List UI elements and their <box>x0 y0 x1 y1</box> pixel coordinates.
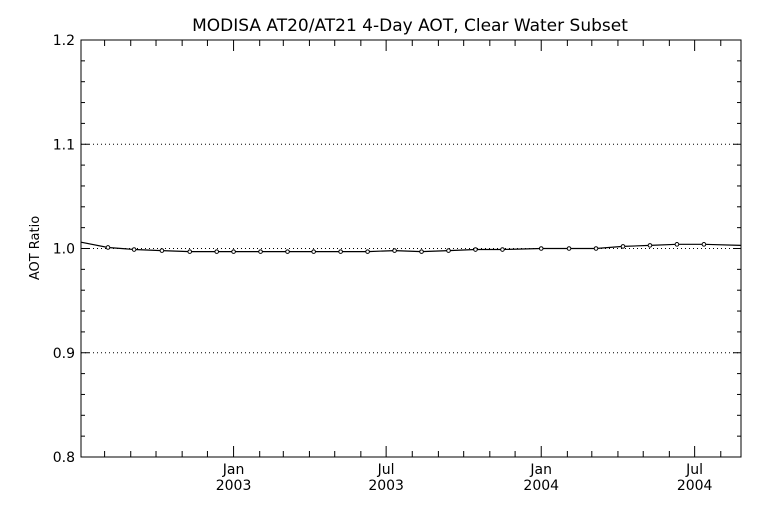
ytick-label-4: 1.2 <box>53 33 75 49</box>
data-point-3 <box>159 248 165 253</box>
xtick-year-1: 2003 <box>368 478 404 494</box>
data-point-16 <box>500 247 505 252</box>
xtick-month-0: Jan <box>222 462 245 478</box>
data-point-10 <box>338 249 343 254</box>
data-point-9 <box>311 249 316 254</box>
ytick-label-2: 1.0 <box>53 242 75 258</box>
data-point-22 <box>674 242 680 247</box>
data-point-6 <box>231 249 236 254</box>
series-layer <box>80 241 742 254</box>
data-point-23 <box>701 242 707 247</box>
data-point-18 <box>566 246 572 251</box>
data-point-15 <box>473 247 478 252</box>
xtick-year-0: 2003 <box>216 478 252 494</box>
data-point-8 <box>285 249 290 254</box>
chart-title: MODISA AT20/AT21 4-Day AOT, Clear Water … <box>192 16 628 36</box>
data-point-14 <box>446 248 451 253</box>
data-point-2 <box>131 247 137 252</box>
xtick-month-1: Jul <box>377 462 395 478</box>
data-point-7 <box>258 249 263 254</box>
data-point-21 <box>647 243 653 248</box>
series-line-0 <box>80 241 742 253</box>
data-point-4 <box>187 249 193 254</box>
xtick-month-2: Jan <box>529 462 552 478</box>
gridlines <box>81 143 741 354</box>
data-point-19 <box>593 246 599 251</box>
data-point-13 <box>419 249 424 254</box>
xtick-month-3: Jul <box>685 462 703 478</box>
xtick-year-3: 2004 <box>677 478 713 494</box>
data-point-17 <box>538 246 544 251</box>
ytick-label-0: 0.8 <box>53 450 75 466</box>
y-axis-label: AOT Ratio <box>28 216 43 280</box>
ytick-label-3: 1.1 <box>53 137 75 153</box>
plot-frame <box>80 39 742 458</box>
data-point-5 <box>214 249 220 254</box>
ytick-label-1: 0.9 <box>53 346 75 362</box>
xtick-year-2: 2004 <box>523 478 559 494</box>
data-point-11 <box>365 249 370 254</box>
data-point-12 <box>392 248 397 253</box>
axes: 0.80.91.01.11.2Jan2003Jul2003Jan2004Jul2… <box>53 33 741 494</box>
data-point-1 <box>105 245 111 250</box>
data-point-20 <box>620 244 626 249</box>
